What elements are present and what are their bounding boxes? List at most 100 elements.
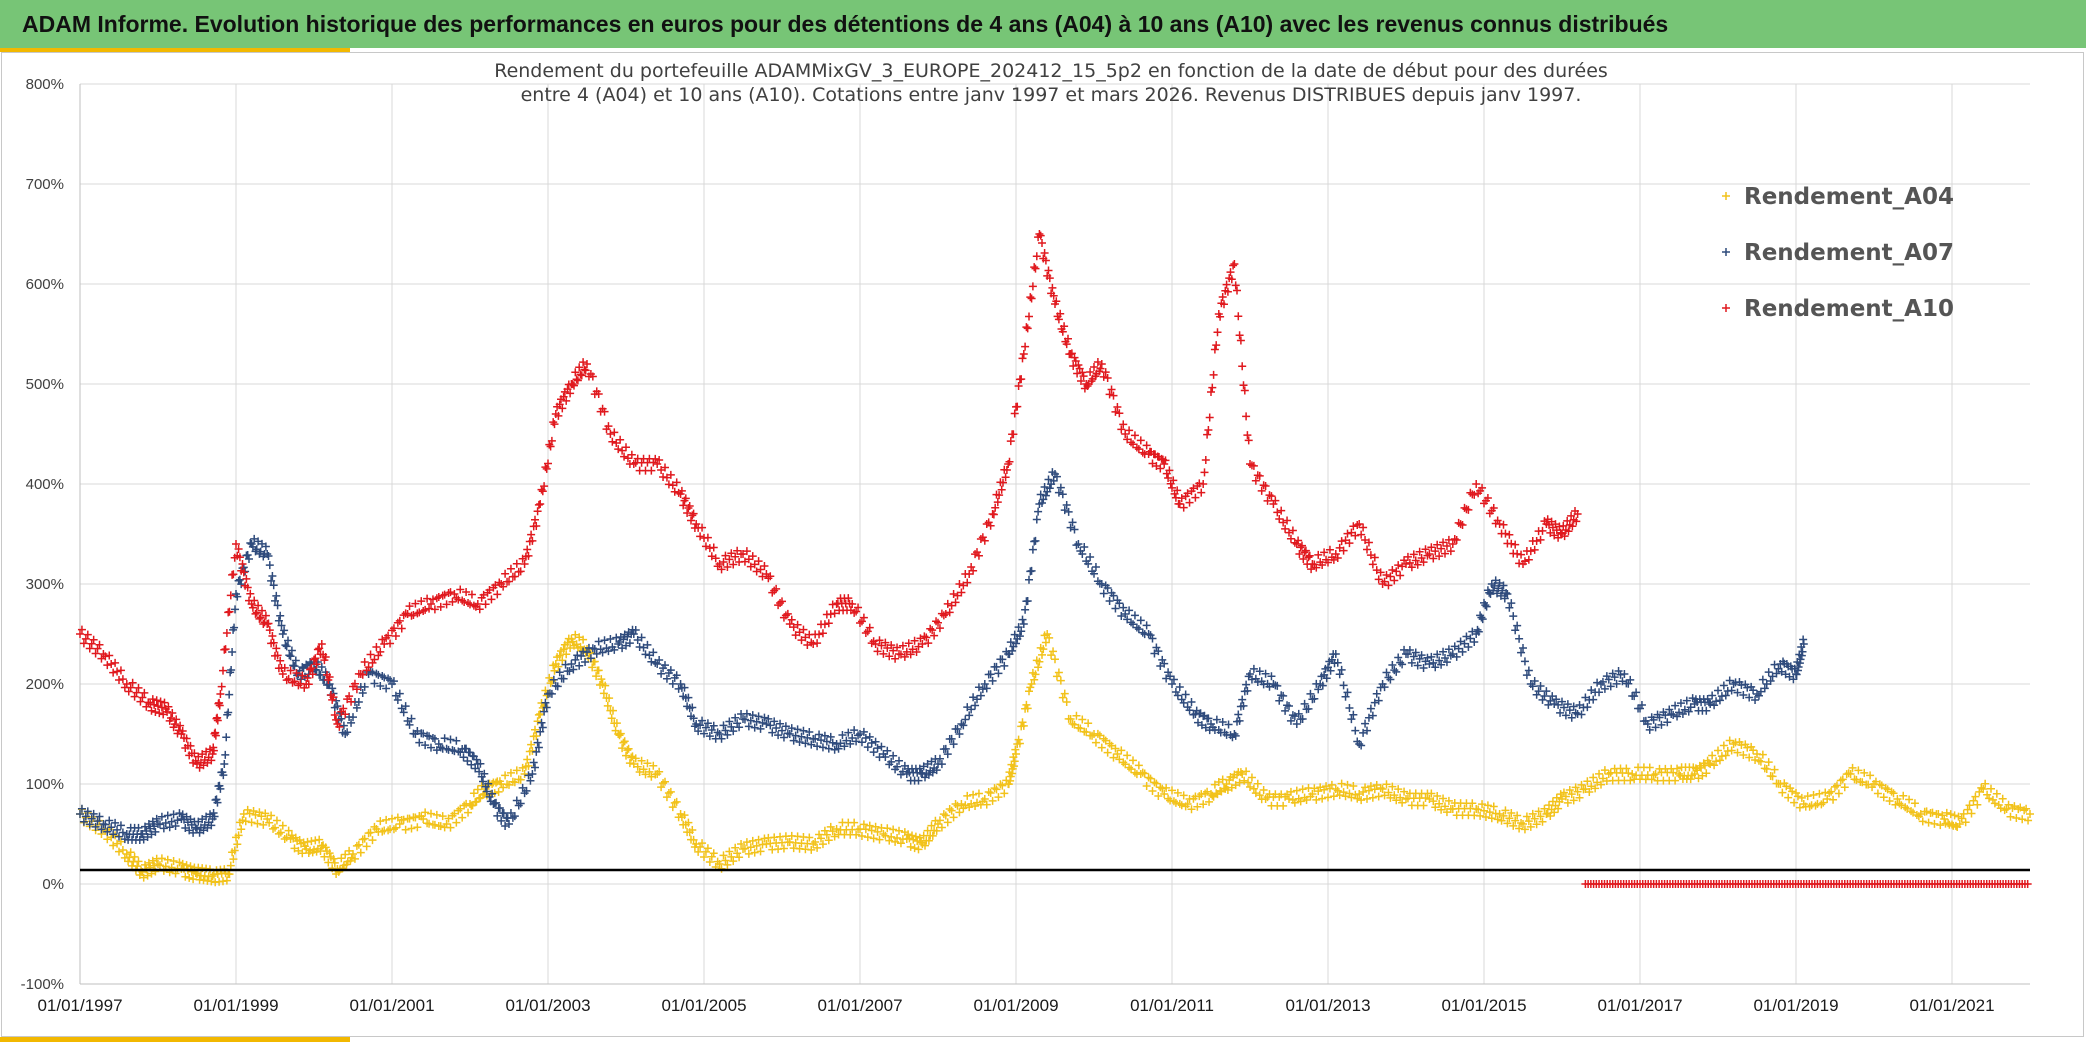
point-a04-fill [941,811,950,820]
point-a07-fill [1398,660,1407,669]
point-a04-fill [1585,788,1594,797]
point-a10-fill [1216,312,1225,321]
point-a07-fill [1589,695,1598,704]
point-a04-fill [1967,809,1976,818]
point-a04-fill [278,821,287,830]
point-a04-fill [1480,806,1488,815]
point-a04-fill [1400,787,1409,796]
point-a10-fill [885,652,894,661]
point-a10-fill [1301,546,1310,555]
x-tick-label: 01/01/1997 [37,996,122,1015]
point-a04 [809,840,818,848]
point-a10-fill [256,613,265,622]
point-a10-fill [1556,528,1565,537]
point-a10-fill [920,632,929,641]
x-tick-label: 01/01/2009 [973,996,1058,1015]
point-a10-fill [681,494,690,503]
point-a07-fill [1025,575,1033,584]
point-a04-fill [1983,790,1992,799]
point-a04-fill [935,816,944,825]
point-a07-fill [774,731,783,740]
point-a10-fill [1370,553,1379,562]
point-a04-fill [680,811,689,820]
point-a07 [567,660,576,668]
point-a04-fill [986,788,995,797]
point-a10 [216,690,225,698]
point-a10-fill [148,695,157,704]
grid-layer [79,83,2030,985]
point-a04-fill [1242,767,1251,776]
point-a10-fill [136,697,145,706]
point-a10-fill [163,707,172,716]
point-a10-fill [1374,575,1383,584]
point-a07-fill [1458,647,1467,656]
point-a04-fill [1129,756,1137,765]
point-a10-fill [1222,280,1231,289]
point-a07-fill [701,723,710,732]
point-a04-fill [1702,769,1711,778]
point-a10-fill [311,654,320,663]
point-a07-fill [526,776,535,785]
point-a10-fill [315,644,324,653]
point-a07-fill [689,714,698,723]
point-a10-fill [1125,426,1134,435]
point-a07-fill [440,734,449,743]
point-a07-fill [241,567,250,576]
point-a04-fill [368,836,377,845]
point-a07-fill [1500,594,1509,603]
point-a04-fill [1093,729,1102,738]
point-a07 [1643,720,1652,728]
point-a07-fill [994,669,1003,678]
point-a10-fill [568,380,577,389]
point-a10-fill [428,595,437,604]
point-a07-fill [606,634,615,643]
point-a07-fill [840,742,849,751]
point-a07-fill [573,651,582,660]
series-layer [76,230,2034,888]
point-a04-fill [1109,753,1118,762]
point-a10-fill [434,592,443,601]
point-a04-fill [637,756,646,765]
point-a07 [957,720,966,728]
point-a04-fill [469,789,478,798]
point-a10-fill [783,609,792,618]
point-a07-fill [95,812,104,821]
point-a04-fill [523,755,532,764]
point-a04-fill [1187,805,1196,814]
point-a04-fill [1836,776,1845,785]
point-a10-fill [298,671,307,680]
point-a10-fill [580,365,589,374]
point-a07-fill [1532,690,1541,699]
point-a10-fill [943,599,952,608]
point-a07-fill [85,820,94,829]
point-a04-fill [1489,802,1498,811]
point-a07-fill [1704,698,1713,707]
point-a10 [1019,350,1028,358]
point-a07-fill [754,712,763,721]
point-a04-fill [616,729,625,738]
point-a04-fill [1485,808,1494,817]
point-a04-fill [1382,780,1391,789]
point-a10-fill [1429,554,1438,563]
point-a10-fill [1103,374,1112,383]
point-a04-fill [1025,687,1033,696]
point-a04-fill [259,820,268,829]
point-a07-fill [1470,638,1479,647]
point-a04-fill [865,821,874,830]
point-a07-fill [237,580,246,589]
point-a10-fill [1441,549,1449,558]
point-a10-fill [493,590,502,599]
point-a07-fill [1565,706,1574,715]
point-a10-fill [313,645,322,654]
point-a04-fill [1793,792,1802,801]
point-a10-fill [79,639,88,648]
point-a10-fill [709,543,718,552]
point-a07-fill [1010,630,1019,639]
point-a04-fill [2024,816,2033,825]
point-a07-fill [947,734,956,743]
point-a04-fill [969,790,978,799]
point-a04-fill [1431,803,1440,812]
point-a10 [941,610,950,618]
point-a07-fill [1179,698,1188,707]
point-a10-fill [1136,436,1145,445]
